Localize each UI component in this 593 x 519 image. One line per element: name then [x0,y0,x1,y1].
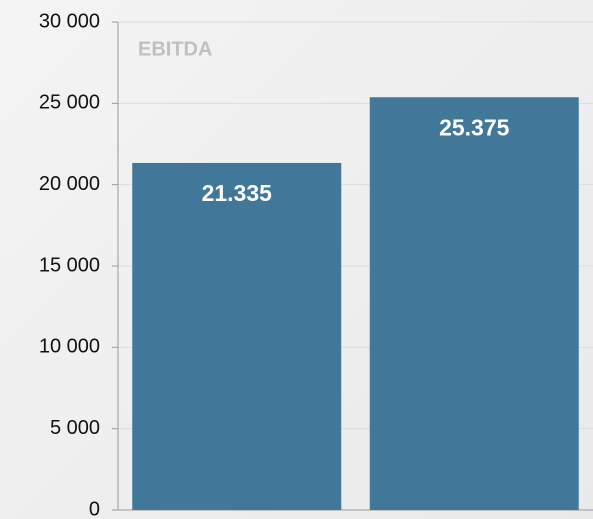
y-tick-label: 15 000 [39,254,100,276]
y-tick-label: 20 000 [39,173,100,195]
y-tick-label: 10 000 [39,336,100,358]
bar [132,162,342,510]
chart-title: EBITDA [138,38,212,60]
y-tick-label: 5 000 [50,417,100,439]
value-label: 25.375 [439,114,510,140]
y-tick-label: 30 000 [39,10,100,32]
y-tick-label: 25 000 [39,92,100,114]
y-tick-label: 0 [89,498,100,519]
value-label: 21.335 [202,180,273,206]
bar [369,97,579,510]
